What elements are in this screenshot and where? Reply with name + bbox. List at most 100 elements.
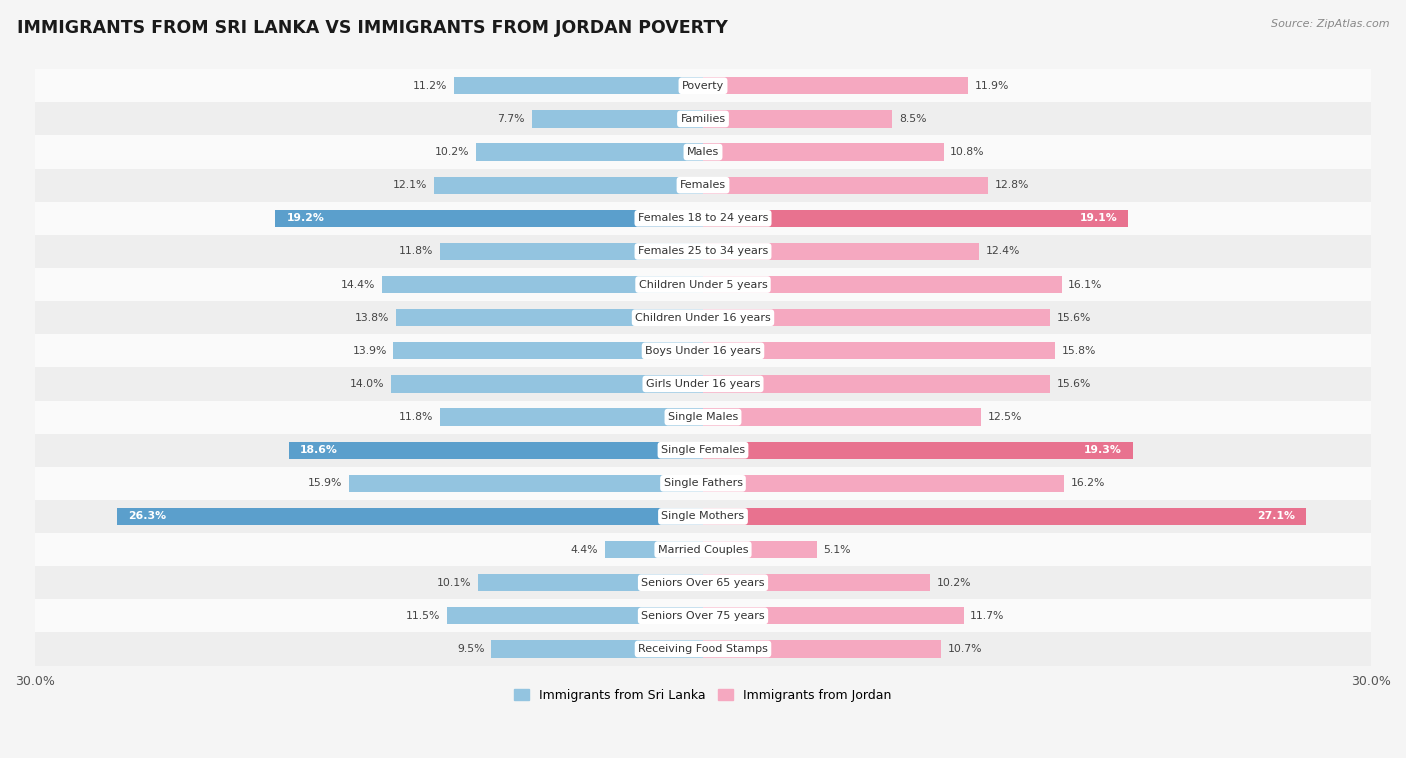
Text: 19.2%: 19.2% xyxy=(287,213,325,224)
Text: 11.2%: 11.2% xyxy=(412,81,447,91)
Bar xyxy=(475,143,703,161)
Bar xyxy=(605,541,703,558)
Text: Receiving Food Stamps: Receiving Food Stamps xyxy=(638,644,768,654)
Text: Married Couples: Married Couples xyxy=(658,544,748,555)
Bar xyxy=(117,508,703,525)
Text: 4.4%: 4.4% xyxy=(571,544,599,555)
Bar xyxy=(703,574,931,591)
Bar xyxy=(447,607,703,625)
Text: 10.1%: 10.1% xyxy=(437,578,471,587)
Text: 13.9%: 13.9% xyxy=(353,346,387,356)
Bar xyxy=(35,102,1371,136)
Text: 8.5%: 8.5% xyxy=(898,114,927,124)
Bar xyxy=(35,467,1371,500)
Bar xyxy=(454,77,703,95)
Bar xyxy=(35,500,1371,533)
Bar xyxy=(35,168,1371,202)
Bar xyxy=(703,641,941,658)
Bar xyxy=(35,301,1371,334)
Text: 15.6%: 15.6% xyxy=(1057,379,1091,389)
Text: 15.8%: 15.8% xyxy=(1062,346,1095,356)
Text: 16.1%: 16.1% xyxy=(1069,280,1102,290)
Bar xyxy=(433,177,703,194)
Bar xyxy=(35,566,1371,600)
Text: 15.9%: 15.9% xyxy=(308,478,342,488)
Bar xyxy=(703,541,817,558)
Bar xyxy=(35,334,1371,368)
Bar xyxy=(35,235,1371,268)
Bar xyxy=(703,143,943,161)
Text: Source: ZipAtlas.com: Source: ZipAtlas.com xyxy=(1271,19,1389,29)
Text: 11.9%: 11.9% xyxy=(974,81,1010,91)
Text: 10.2%: 10.2% xyxy=(434,147,470,157)
Bar xyxy=(478,574,703,591)
Bar xyxy=(35,368,1371,400)
Text: 18.6%: 18.6% xyxy=(299,445,337,456)
Text: 13.8%: 13.8% xyxy=(354,313,389,323)
Bar xyxy=(391,375,703,393)
Text: Boys Under 16 years: Boys Under 16 years xyxy=(645,346,761,356)
Bar xyxy=(35,136,1371,168)
Bar xyxy=(35,400,1371,434)
Text: 14.0%: 14.0% xyxy=(350,379,385,389)
Text: 9.5%: 9.5% xyxy=(457,644,485,654)
Bar xyxy=(703,375,1050,393)
Text: 5.1%: 5.1% xyxy=(824,544,851,555)
Bar xyxy=(492,641,703,658)
Bar xyxy=(703,77,967,95)
Bar xyxy=(35,632,1371,666)
Text: Single Males: Single Males xyxy=(668,412,738,422)
Text: 11.8%: 11.8% xyxy=(399,246,433,256)
Text: IMMIGRANTS FROM SRI LANKA VS IMMIGRANTS FROM JORDAN POVERTY: IMMIGRANTS FROM SRI LANKA VS IMMIGRANTS … xyxy=(17,19,728,37)
Bar xyxy=(349,475,703,492)
Text: 15.6%: 15.6% xyxy=(1057,313,1091,323)
Text: Single Females: Single Females xyxy=(661,445,745,456)
Text: Single Fathers: Single Fathers xyxy=(664,478,742,488)
Text: 12.8%: 12.8% xyxy=(994,180,1029,190)
Bar xyxy=(440,243,703,260)
Bar xyxy=(703,409,981,426)
Bar xyxy=(531,111,703,127)
Text: 10.7%: 10.7% xyxy=(948,644,983,654)
Text: 16.2%: 16.2% xyxy=(1070,478,1105,488)
Bar xyxy=(703,607,963,625)
Bar xyxy=(703,243,979,260)
Text: Seniors Over 75 years: Seniors Over 75 years xyxy=(641,611,765,621)
Text: Girls Under 16 years: Girls Under 16 years xyxy=(645,379,761,389)
Bar xyxy=(703,111,893,127)
Text: 10.2%: 10.2% xyxy=(936,578,972,587)
Bar xyxy=(35,202,1371,235)
Text: 10.8%: 10.8% xyxy=(950,147,984,157)
Text: 11.5%: 11.5% xyxy=(406,611,440,621)
Text: 14.4%: 14.4% xyxy=(342,280,375,290)
Text: Seniors Over 65 years: Seniors Over 65 years xyxy=(641,578,765,587)
Bar xyxy=(703,342,1054,359)
Text: 27.1%: 27.1% xyxy=(1257,512,1295,522)
Bar xyxy=(703,309,1050,326)
Bar xyxy=(703,276,1062,293)
Text: 12.1%: 12.1% xyxy=(392,180,427,190)
Text: 12.5%: 12.5% xyxy=(988,412,1022,422)
Bar xyxy=(35,268,1371,301)
Text: Children Under 16 years: Children Under 16 years xyxy=(636,313,770,323)
Bar xyxy=(703,475,1064,492)
Bar xyxy=(703,442,1133,459)
Bar xyxy=(440,409,703,426)
Bar xyxy=(703,210,1129,227)
Text: 26.3%: 26.3% xyxy=(128,512,166,522)
Bar xyxy=(35,600,1371,632)
Text: 7.7%: 7.7% xyxy=(498,114,524,124)
Bar xyxy=(703,177,988,194)
Text: Families: Families xyxy=(681,114,725,124)
Bar xyxy=(395,309,703,326)
Bar xyxy=(288,442,703,459)
Text: Children Under 5 years: Children Under 5 years xyxy=(638,280,768,290)
Bar xyxy=(35,434,1371,467)
Text: Females 25 to 34 years: Females 25 to 34 years xyxy=(638,246,768,256)
Text: Females: Females xyxy=(681,180,725,190)
Legend: Immigrants from Sri Lanka, Immigrants from Jordan: Immigrants from Sri Lanka, Immigrants fr… xyxy=(509,684,897,706)
Text: Males: Males xyxy=(688,147,718,157)
Text: 12.4%: 12.4% xyxy=(986,246,1021,256)
Text: Females 18 to 24 years: Females 18 to 24 years xyxy=(638,213,768,224)
Bar xyxy=(276,210,703,227)
